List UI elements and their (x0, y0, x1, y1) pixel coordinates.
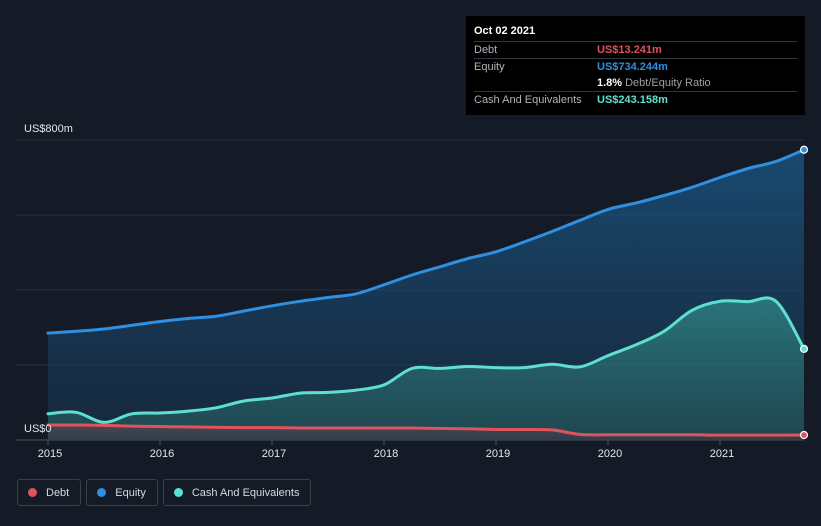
debt-line (46, 423, 806, 437)
tooltip-date: Oct 02 2021 (474, 25, 536, 37)
x-tick-label: 2016 (150, 448, 174, 460)
x-tick-label: 2019 (486, 448, 510, 460)
axis-layer: US$800m US$0 2015 2016 2017 2018 2019 2020 202… (24, 123, 734, 460)
line-layer (46, 145, 809, 440)
equity-end-point (799, 145, 809, 154)
tooltip-ratio-value: 1.8% (597, 76, 623, 89)
legend-item-cash[interactable]: Cash And Equivalents (162, 479, 312, 506)
tooltip-equity-label: Equity (474, 60, 505, 73)
y-axis-bottom-label: US$0 (24, 423, 52, 435)
tooltip-equity-value: US$734.244m (597, 60, 668, 73)
tooltip-cash-value: US$243.158m (597, 93, 668, 106)
tooltip-debt-label: Debt (474, 43, 498, 56)
cash-end-point (799, 344, 809, 353)
legend-label-debt: Debt (46, 486, 70, 499)
legend-item-debt[interactable]: Debt (17, 479, 82, 506)
cash-line (46, 296, 806, 424)
legend-dot-equity (97, 488, 107, 497)
area-layer (48, 149, 804, 441)
legend-dot-debt (28, 488, 37, 497)
legend-item-equity[interactable]: Equity (86, 479, 158, 506)
x-tick-label: 2020 (598, 448, 622, 460)
x-tick-label: 2017 (262, 448, 286, 460)
legend-label-cash: Cash And Equivalents (191, 486, 300, 499)
y-axis-top-label: US$800m (24, 123, 73, 135)
x-tick-label: 2018 (374, 448, 398, 460)
debt-end-point (799, 430, 809, 440)
x-tick-label: 2021 (710, 448, 734, 460)
equity-line (46, 148, 806, 335)
tooltip-debt-value: US$13.241m (597, 43, 662, 56)
legend-dot-cash (173, 488, 183, 497)
legend-label-equity: Equity (115, 486, 146, 499)
tooltip-cash-label: Cash And Equivalents (474, 93, 582, 106)
x-tick-label: 2015 (38, 448, 62, 460)
tooltip-ratio-label: Debt/Equity Ratio (625, 76, 711, 89)
tooltip-panel: Oct 02 2021 Debt US$13.241m Equity US$73… (466, 16, 805, 115)
legend: Debt Equity Cash And Equivalents (17, 479, 312, 506)
